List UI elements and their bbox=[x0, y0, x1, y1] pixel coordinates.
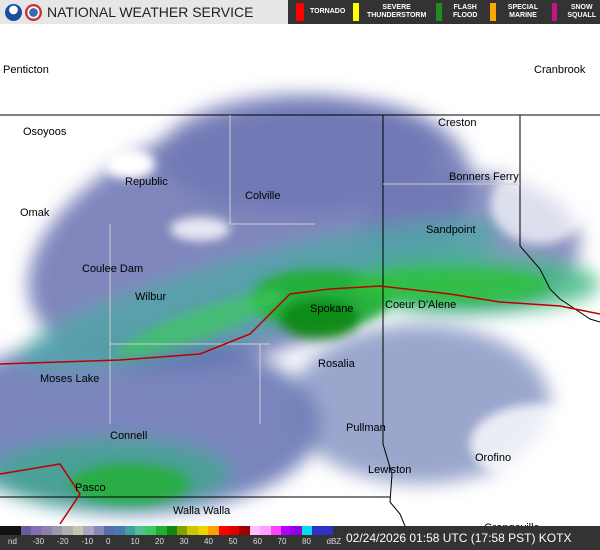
warning-swatch bbox=[296, 3, 304, 21]
color-step bbox=[270, 526, 281, 535]
warning-item: TORNADO bbox=[296, 3, 345, 21]
city-label: Connell bbox=[110, 430, 148, 442]
city-label: Pasco bbox=[75, 482, 106, 494]
city-label: Moses Lake bbox=[40, 373, 100, 385]
color-step bbox=[114, 526, 125, 535]
legend-tick: -20 bbox=[57, 537, 69, 546]
warning-item: FLASH FLOOD bbox=[436, 3, 482, 21]
city-label: Spokane bbox=[310, 303, 354, 315]
borders bbox=[0, 114, 600, 526]
color-step bbox=[145, 526, 157, 535]
color-step bbox=[208, 526, 219, 535]
warning-legend: TORNADO SEVERE THUNDERSTORM FLASH FLOOD SPE… bbox=[288, 0, 600, 24]
city-label: Wilbur bbox=[135, 291, 167, 303]
radar-map[interactable] bbox=[0, 24, 600, 526]
city-label: Sandpoint bbox=[426, 224, 476, 236]
color-step bbox=[135, 526, 146, 535]
city-label: Pullman bbox=[346, 422, 386, 434]
legend-tick: 30 bbox=[179, 537, 189, 546]
warning-label: SNOW SQUALL bbox=[567, 4, 597, 19]
noaa-logo bbox=[5, 3, 22, 21]
legend-tick: -30 bbox=[32, 537, 45, 546]
color-step bbox=[176, 526, 188, 535]
warning-swatch bbox=[490, 3, 497, 21]
color-step bbox=[166, 526, 177, 535]
color-step bbox=[260, 526, 271, 535]
color-step bbox=[20, 526, 32, 535]
color-step bbox=[104, 526, 115, 535]
dbz-color-bar bbox=[0, 526, 333, 535]
color-step bbox=[197, 526, 209, 535]
color-step bbox=[62, 526, 73, 535]
legend-tick: 80 bbox=[302, 537, 311, 546]
color-step bbox=[322, 526, 333, 535]
warning-label: SEVERE THUNDERSTORM bbox=[366, 4, 427, 19]
city-label: Penticton bbox=[3, 64, 49, 76]
color-step bbox=[31, 526, 42, 535]
color-step bbox=[52, 526, 63, 535]
city-label: Colville bbox=[245, 190, 281, 202]
city-label: Cranbrook bbox=[534, 64, 586, 76]
warning-label: FLASH FLOOD bbox=[452, 4, 478, 19]
city-label: Coeur D'Alene bbox=[385, 299, 457, 311]
warning-item: SNOW SQUALL bbox=[551, 3, 600, 21]
legend-tick: 10 bbox=[130, 537, 140, 546]
legend-tick: 40 bbox=[204, 537, 213, 546]
city-label: Orofino bbox=[475, 452, 512, 464]
color-step bbox=[93, 526, 105, 535]
color-step bbox=[301, 526, 313, 535]
legend-tick: -10 bbox=[81, 537, 94, 546]
city-label: Republic bbox=[125, 176, 168, 188]
color-step bbox=[156, 526, 167, 535]
city-label: Lewiston bbox=[368, 464, 412, 476]
color-step bbox=[280, 526, 292, 535]
color-step bbox=[10, 526, 21, 535]
city-label: Walla Walla bbox=[173, 505, 231, 517]
color-step bbox=[83, 526, 94, 535]
warning-item: SPECIAL MARINE bbox=[490, 3, 543, 21]
color-step bbox=[0, 526, 11, 535]
legend-tick: nd bbox=[8, 537, 17, 546]
color-step bbox=[239, 526, 250, 535]
legend-tick: 50 bbox=[228, 537, 238, 546]
nws-logo bbox=[25, 3, 42, 21]
legend-tick: dBZ bbox=[326, 537, 342, 546]
color-step bbox=[41, 526, 53, 535]
city-label: Coulee Dam bbox=[82, 263, 144, 275]
city-label: Rosalia bbox=[318, 358, 355, 370]
color-step bbox=[312, 526, 323, 535]
legend-tick: 20 bbox=[155, 537, 164, 546]
warning-swatch bbox=[353, 3, 359, 21]
color-step bbox=[228, 526, 240, 535]
legend-tick: 60 bbox=[253, 537, 262, 546]
warning-item: SEVERE THUNDERSTORM bbox=[353, 3, 428, 21]
timestamp: 02/24/2026 01:58 UTC (17:58 PST) KOTX bbox=[346, 531, 572, 545]
warning-swatch bbox=[551, 3, 558, 21]
legend-tick: 0 bbox=[106, 537, 111, 546]
color-step bbox=[218, 526, 229, 535]
city-label: Bonners Ferry bbox=[449, 171, 519, 183]
warning-label: SPECIAL MARINE bbox=[507, 4, 539, 19]
legend-tick: 70 bbox=[277, 537, 287, 546]
warning-swatch bbox=[436, 3, 442, 21]
city-label: Omak bbox=[20, 207, 50, 219]
color-step bbox=[72, 526, 84, 535]
color-step bbox=[187, 526, 198, 535]
city-label: Osoyoos bbox=[23, 126, 67, 138]
warning-label: TORNADO bbox=[310, 8, 346, 15]
color-step bbox=[124, 526, 136, 535]
city-label: Creston bbox=[438, 117, 477, 129]
color-step bbox=[249, 526, 261, 535]
color-step bbox=[291, 526, 302, 535]
dbz-legend: 02/24/2026 01:58 UTC (17:58 PST) KOTX nd… bbox=[0, 526, 600, 550]
page-title: NATIONAL WEATHER SERVICE bbox=[47, 4, 254, 20]
